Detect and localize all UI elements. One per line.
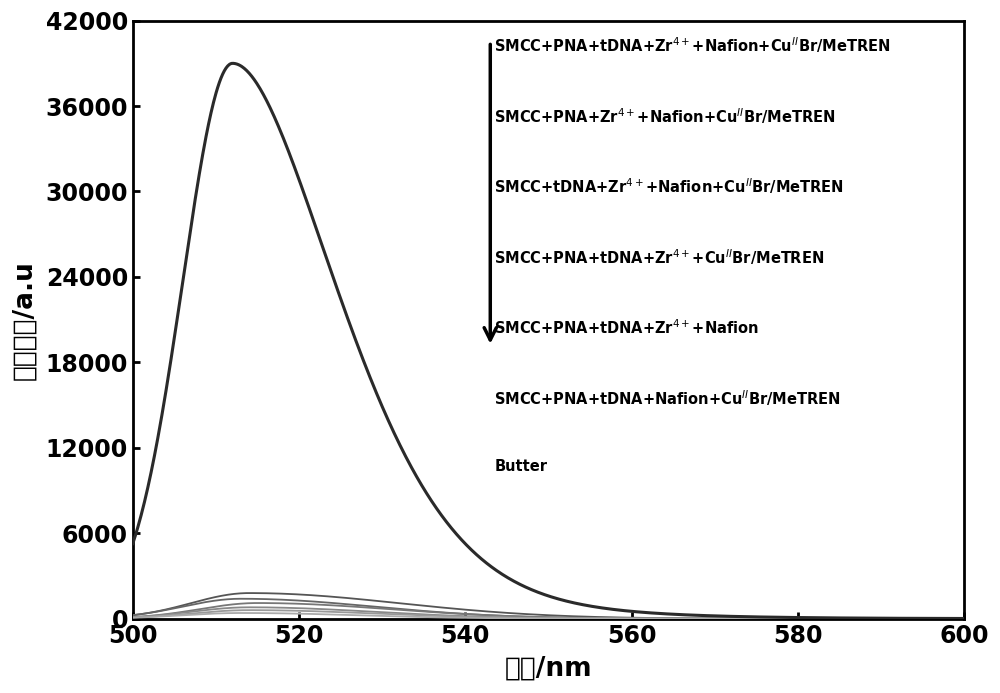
Text: SMCC+PNA+tDNA+Nafion+Cu$^{II}$Br/MeTREN: SMCC+PNA+tDNA+Nafion+Cu$^{II}$Br/MeTREN: [494, 389, 841, 408]
Text: SMCC+PNA+tDNA+Zr$^{4+}$+Cu$^{II}$Br/MeTREN: SMCC+PNA+tDNA+Zr$^{4+}$+Cu$^{II}$Br/MeTR…: [494, 247, 825, 267]
Text: SMCC+PNA+tDNA+Zr$^{4+}$+Nafion: SMCC+PNA+tDNA+Zr$^{4+}$+Nafion: [494, 318, 759, 337]
Text: SMCC+tDNA+Zr$^{4+}$+Nafion+Cu$^{II}$Br/MeTREN: SMCC+tDNA+Zr$^{4+}$+Nafion+Cu$^{II}$Br/M…: [494, 177, 844, 196]
Y-axis label: 荧光强度/a.u: 荧光强度/a.u: [11, 260, 37, 380]
X-axis label: 波长/nm: 波长/nm: [505, 656, 592, 682]
Text: SMCC+PNA+tDNA+Zr$^{4+}$+Nafion+Cu$^{II}$Br/MeTREN: SMCC+PNA+tDNA+Zr$^{4+}$+Nafion+Cu$^{II}$…: [494, 35, 891, 55]
Text: SMCC+PNA+Zr$^{4+}$+Nafion+Cu$^{II}$Br/MeTREN: SMCC+PNA+Zr$^{4+}$+Nafion+Cu$^{II}$Br/Me…: [494, 106, 836, 126]
Text: Butter: Butter: [494, 459, 547, 474]
